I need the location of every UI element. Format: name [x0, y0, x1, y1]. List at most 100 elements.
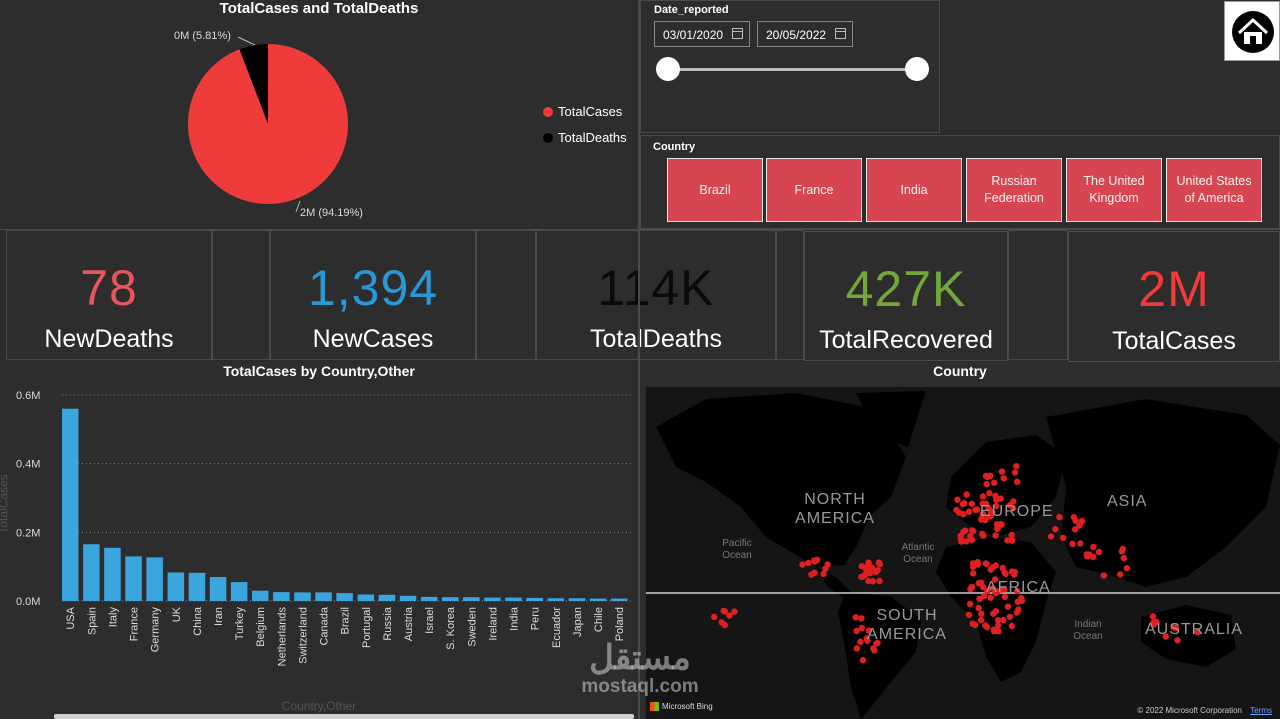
- map-marker[interactable]: [972, 506, 979, 514]
- map-marker[interactable]: [953, 506, 960, 514]
- map-marker[interactable]: [963, 491, 970, 498]
- map-marker[interactable]: [852, 614, 859, 621]
- map-marker[interactable]: [998, 468, 1006, 475]
- calendar-icon[interactable]: [835, 28, 846, 39]
- bar-canada[interactable]: [315, 592, 332, 601]
- map-marker[interactable]: [980, 532, 987, 539]
- map-marker[interactable]: [983, 560, 990, 568]
- map-marker[interactable]: [987, 594, 994, 601]
- bar-italy[interactable]: [104, 547, 121, 601]
- map-marker[interactable]: [978, 610, 985, 617]
- map-marker[interactable]: [859, 573, 867, 580]
- map-marker[interactable]: [1014, 598, 1021, 605]
- map-marker[interactable]: [1069, 540, 1076, 547]
- bar-china[interactable]: [188, 572, 206, 601]
- map-marker[interactable]: [969, 527, 976, 534]
- bar-japan[interactable]: [568, 598, 586, 601]
- map-marker[interactable]: [984, 473, 991, 481]
- map-marker[interactable]: [1047, 533, 1055, 540]
- map-marker[interactable]: [974, 558, 981, 566]
- map-marker[interactable]: [1002, 570, 1009, 577]
- map-marker[interactable]: [989, 585, 996, 592]
- bar-iran[interactable]: [209, 577, 227, 601]
- map-marker[interactable]: [966, 600, 974, 608]
- map-marker[interactable]: [820, 570, 827, 577]
- map-marker[interactable]: [853, 645, 860, 652]
- map-marker[interactable]: [805, 559, 812, 567]
- date-range-track[interactable]: [668, 68, 918, 71]
- map-marker[interactable]: [992, 608, 1000, 615]
- country-tile-india[interactable]: India: [866, 158, 962, 222]
- map-marker[interactable]: [1004, 603, 1012, 610]
- map-marker[interactable]: [992, 576, 999, 583]
- map-marker[interactable]: [1150, 621, 1158, 628]
- map-marker[interactable]: [1086, 551, 1093, 558]
- map-marker[interactable]: [971, 621, 979, 629]
- map-marker[interactable]: [999, 564, 1006, 572]
- map-marker[interactable]: [1077, 540, 1084, 547]
- map-marker[interactable]: [1170, 624, 1177, 631]
- home-button[interactable]: [1224, 1, 1280, 61]
- map-marker[interactable]: [1000, 475, 1007, 482]
- bar-spain[interactable]: [83, 544, 100, 601]
- map-marker[interactable]: [869, 578, 877, 585]
- bar-india[interactable]: [505, 597, 522, 601]
- map-marker[interactable]: [997, 495, 1004, 502]
- legend-item-totaldeaths[interactable]: TotalDeaths: [543, 130, 627, 145]
- map-marker[interactable]: [808, 571, 815, 578]
- map-marker[interactable]: [979, 493, 987, 500]
- map-marker[interactable]: [721, 621, 728, 629]
- map-marker[interactable]: [982, 622, 989, 629]
- map-marker[interactable]: [980, 584, 987, 591]
- map-marker[interactable]: [858, 615, 865, 622]
- map-marker[interactable]: [988, 512, 995, 519]
- map-marker[interactable]: [968, 500, 975, 507]
- bar-france[interactable]: [125, 556, 142, 601]
- bar-chile[interactable]: [589, 598, 607, 601]
- bar-uk[interactable]: [167, 572, 185, 602]
- map-marker[interactable]: [1095, 548, 1103, 556]
- map-marker[interactable]: [1070, 513, 1078, 521]
- map-marker[interactable]: [865, 627, 872, 634]
- map-marker[interactable]: [863, 635, 870, 642]
- map-marker[interactable]: [994, 617, 1002, 624]
- map-marker[interactable]: [1118, 548, 1125, 555]
- map-marker[interactable]: [811, 558, 819, 565]
- map-marker[interactable]: [963, 538, 970, 545]
- map-marker[interactable]: [958, 538, 965, 545]
- map-marker[interactable]: [967, 586, 974, 593]
- map-marker[interactable]: [711, 613, 718, 621]
- bar-portugal[interactable]: [357, 594, 375, 602]
- map-marker[interactable]: [1100, 572, 1108, 579]
- map-marker[interactable]: [1004, 537, 1011, 544]
- map-marker[interactable]: [1014, 478, 1021, 485]
- map-marker[interactable]: [975, 580, 982, 587]
- map-marker[interactable]: [871, 647, 878, 654]
- map-marker[interactable]: [1006, 613, 1013, 620]
- map-marker[interactable]: [1008, 622, 1015, 630]
- map-marker[interactable]: [874, 567, 881, 574]
- bar-sweden[interactable]: [463, 597, 480, 601]
- map-marker[interactable]: [986, 490, 993, 497]
- map-marker[interactable]: [862, 565, 870, 573]
- map-marker[interactable]: [1071, 526, 1079, 533]
- map-marker[interactable]: [979, 510, 987, 518]
- map-marker[interactable]: [726, 612, 733, 619]
- map-marker[interactable]: [981, 500, 988, 507]
- calendar-icon[interactable]: [732, 28, 743, 39]
- bar-brazil[interactable]: [336, 593, 353, 601]
- map-marker[interactable]: [975, 604, 982, 612]
- map-marker[interactable]: [960, 528, 967, 535]
- map-marker[interactable]: [961, 500, 968, 507]
- world-map[interactable]: [646, 387, 1280, 719]
- map-marker[interactable]: [954, 496, 961, 503]
- map-marker[interactable]: [799, 561, 806, 568]
- bar-ireland[interactable]: [484, 597, 501, 601]
- map-marker[interactable]: [1056, 513, 1063, 521]
- map-marker[interactable]: [991, 628, 998, 635]
- map-marker[interactable]: [1008, 531, 1015, 539]
- map-marker[interactable]: [866, 569, 874, 577]
- map-marker[interactable]: [992, 532, 999, 539]
- map-marker[interactable]: [968, 536, 976, 543]
- map-marker[interactable]: [970, 570, 977, 577]
